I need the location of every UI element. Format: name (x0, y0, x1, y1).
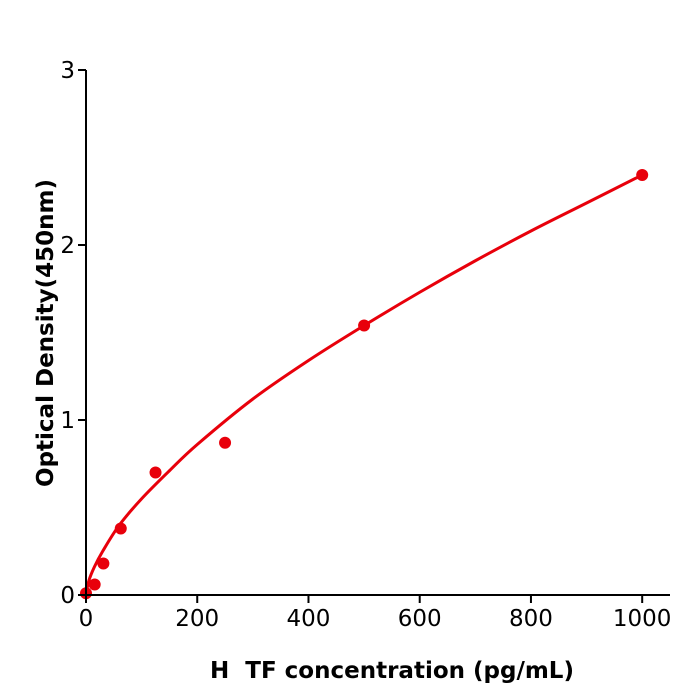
x-tick-label: 0 (79, 606, 94, 632)
y-tick-label: 0 (60, 583, 75, 609)
y-tick-label: 1 (60, 408, 75, 434)
x-tick-label: 400 (287, 606, 331, 632)
x-axis-label: H TF concentration (pg/mL) (210, 658, 574, 684)
x-tick-label: 200 (175, 606, 219, 632)
y-tick-label: 2 (60, 233, 75, 259)
data-point (358, 319, 371, 332)
data-point (114, 522, 127, 535)
data-point (149, 466, 162, 479)
data-point (219, 436, 232, 449)
x-tick-label: 600 (398, 606, 442, 632)
data-point (636, 169, 649, 181)
x-tick-label: 800 (509, 606, 553, 632)
y-axis-label: Optical Density(450nm) (33, 179, 59, 487)
data-point (97, 557, 110, 570)
x-tick-label: 1000 (613, 606, 672, 632)
fit-curve (84, 173, 643, 596)
data-point (88, 578, 101, 591)
y-tick-label: 3 (60, 58, 75, 84)
